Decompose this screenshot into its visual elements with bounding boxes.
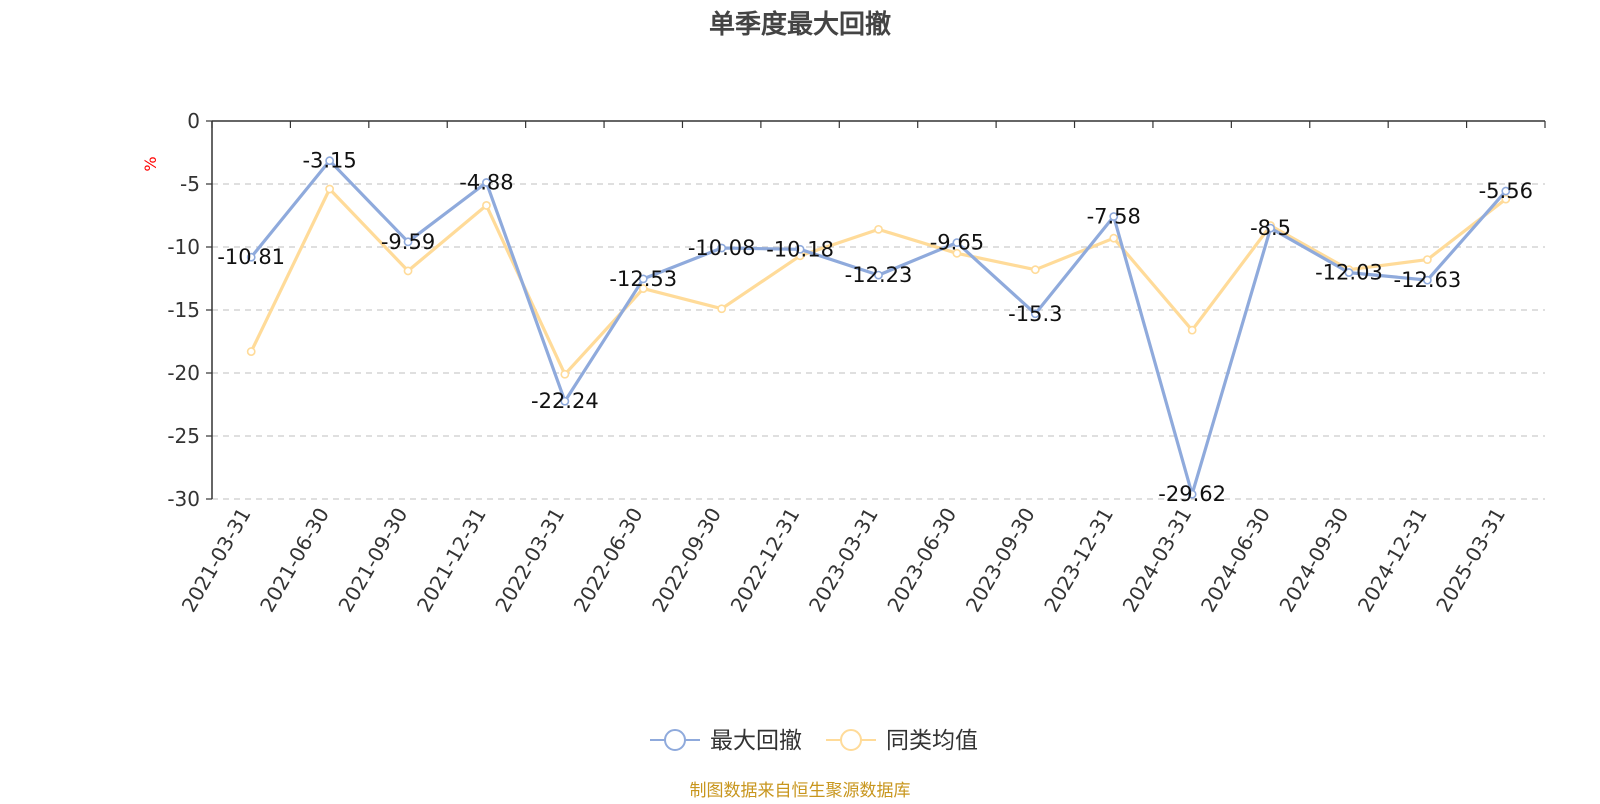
x-tick-label: 2023-03-31 <box>804 504 883 617</box>
data-point <box>1109 233 1119 243</box>
data-point <box>482 178 491 187</box>
axes <box>206 120 1546 500</box>
legend-marker <box>664 729 686 751</box>
data-label: -10.18 <box>766 237 834 261</box>
data-point <box>1501 194 1511 204</box>
x-tick-label: 2023-06-30 <box>882 504 961 617</box>
data-point <box>403 266 413 276</box>
data-label: -7.58 <box>1087 205 1141 229</box>
x-tick-label: 2022-03-31 <box>490 504 569 617</box>
x-tick-label: 2021-06-30 <box>255 504 334 617</box>
data-point <box>1030 309 1040 319</box>
x-tick-label: 2022-12-31 <box>726 504 805 617</box>
data-label: -12.63 <box>1394 268 1462 292</box>
data-label: -10.08 <box>688 236 756 260</box>
source-note: 制图数据来自恒生聚源数据库 <box>690 781 911 800</box>
series-line <box>249 159 1508 496</box>
data-label: -5.56 <box>1479 179 1533 203</box>
data-point <box>560 396 570 406</box>
x-tick-label: 2024-12-31 <box>1353 504 1432 617</box>
data-label: -8.5 <box>1250 216 1291 240</box>
y-tick-label: -25 <box>167 424 200 448</box>
y-tick-label: -30 <box>167 487 200 511</box>
x-tick-label: 2022-09-30 <box>647 504 726 617</box>
data-point <box>717 243 727 253</box>
data-point <box>717 304 727 314</box>
x-tick-label: 2022-06-30 <box>569 504 648 617</box>
data-point <box>638 274 648 284</box>
data-label: -12.53 <box>609 267 677 291</box>
data-point <box>1344 268 1354 277</box>
data-point <box>482 201 491 210</box>
x-tick-label: 2021-03-31 <box>177 504 256 617</box>
data-point <box>1109 212 1119 221</box>
x-tick-label: 2023-12-31 <box>1039 504 1118 617</box>
data-point <box>874 270 883 280</box>
data-point <box>1187 489 1197 499</box>
y-tick-label: -5 <box>180 172 200 196</box>
data-point <box>1422 275 1432 285</box>
data-point <box>1187 325 1197 335</box>
legend-marker <box>840 729 862 751</box>
x-tick-label: 2024-09-30 <box>1274 504 1353 617</box>
data-label: -12.03 <box>1315 261 1383 285</box>
chart-title: 单季度最大回撤 <box>709 9 891 40</box>
data-point <box>325 156 335 166</box>
data-label: -9.59 <box>381 230 435 254</box>
x-tick-label: 2021-12-31 <box>412 504 491 617</box>
x-tick-label: 2025-03-31 <box>1431 504 1510 617</box>
data-point <box>325 184 335 194</box>
x-tick-label: 2024-06-30 <box>1196 504 1275 617</box>
legend-label: 最大回撤 <box>710 728 802 754</box>
data-point <box>246 347 256 356</box>
data-label: -15.3 <box>1008 302 1062 326</box>
data-point <box>952 238 962 247</box>
data-point <box>1266 223 1275 233</box>
data-point <box>795 244 805 254</box>
data-label: -12.23 <box>845 263 913 287</box>
data-point <box>560 369 570 379</box>
x-tick-label: 2023-09-30 <box>961 504 1040 617</box>
data-point <box>403 237 413 247</box>
data-point <box>874 224 883 234</box>
data-label: -9.65 <box>930 231 984 255</box>
data-point <box>952 248 962 258</box>
y-tick-label: 0 <box>187 109 200 133</box>
data-point <box>1501 186 1511 196</box>
x-tick-labels: 2021-03-31 2021-06-30 2021-09-30 2021-12-31… <box>177 504 1510 617</box>
data-label: -29.62 <box>1158 482 1226 506</box>
data-label: -4.88 <box>459 170 513 194</box>
series-group <box>246 156 1511 499</box>
x-tick-label: 2024-03-31 <box>1118 504 1197 617</box>
legend: 最大回撤 同类均值 <box>650 728 978 754</box>
data-point <box>638 284 648 293</box>
data-point <box>1030 265 1040 275</box>
data-label: -3.15 <box>302 149 356 173</box>
data-point <box>246 252 256 262</box>
data-point <box>1422 255 1432 264</box>
y-tick-label: -15 <box>167 298 200 322</box>
y-tick-label: -20 <box>167 361 200 385</box>
data-label: -22.24 <box>531 389 599 413</box>
y-tick-labels: 0 -5 -10 -15 -20 -25 -30 <box>167 109 200 511</box>
legend-label: 同类均值 <box>886 728 978 754</box>
data-label: -10.81 <box>217 245 285 269</box>
y-axis-label: % <box>141 156 160 171</box>
data-labels: -10.81-3.15-9.59-4.88-22.24-12.53-10.08-… <box>217 149 1533 507</box>
y-tick-label: -10 <box>167 235 200 259</box>
x-tick-label: 2021-09-30 <box>333 504 412 617</box>
